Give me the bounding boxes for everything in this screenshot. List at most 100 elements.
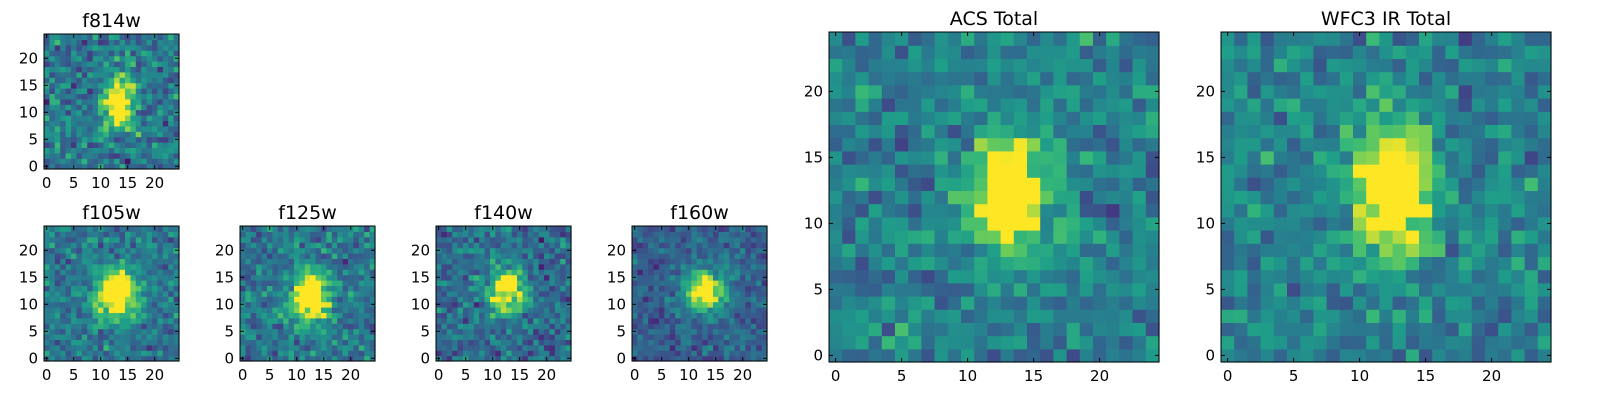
heatmap-cell	[162, 147, 169, 154]
heatmap-cell	[168, 44, 175, 51]
heatmap-cell	[527, 274, 534, 281]
heatmap-cell	[723, 339, 730, 346]
heatmap-cell	[664, 317, 671, 324]
x-tick-label: 15	[1416, 367, 1435, 385]
heatmap-cell	[76, 125, 83, 132]
heatmap-cell	[157, 334, 164, 340]
heatmap-cell	[299, 258, 306, 265]
heatmap-cell	[135, 77, 142, 84]
heatmap-cell	[452, 253, 459, 259]
heatmap-cell	[310, 328, 317, 335]
heatmap-cell	[125, 296, 131, 303]
heatmap-cell	[1093, 216, 1107, 231]
heatmap-cell	[1221, 137, 1235, 152]
heatmap-cell	[1471, 296, 1486, 310]
heatmap-cell	[256, 339, 263, 346]
heatmap-cell	[92, 152, 99, 159]
heatmap-cell	[1485, 111, 1499, 125]
heatmap-cell	[130, 115, 137, 121]
y-tick-label: 5	[28, 130, 38, 148]
heatmap-cell	[114, 61, 121, 67]
heatmap-cell	[1066, 243, 1081, 257]
heatmap-cell	[299, 274, 306, 281]
heatmap-cell	[761, 258, 768, 265]
heatmap-cell	[1445, 58, 1460, 73]
heatmap-cell	[152, 77, 158, 84]
heatmap-cell	[283, 296, 290, 303]
heatmap-cell	[527, 242, 534, 249]
heatmap-cell	[353, 296, 360, 303]
heatmap-cell	[484, 334, 491, 340]
heatmap-cell	[98, 290, 104, 297]
heatmap-cell	[1013, 71, 1028, 86]
heatmap-cell	[718, 242, 725, 249]
heatmap-cell	[1445, 111, 1460, 125]
heatmap-cell	[1366, 230, 1380, 244]
heatmap-cell	[750, 263, 757, 270]
heatmap-cell	[250, 344, 257, 351]
heatmap-cell	[947, 348, 962, 363]
heatmap-cell	[490, 285, 496, 292]
heatmap-cell	[1027, 137, 1041, 152]
heatmap-cell	[1405, 309, 1420, 323]
heatmap-cell	[1013, 111, 1028, 125]
heatmap-cell	[691, 307, 698, 313]
heatmap-cell	[141, 350, 148, 357]
heatmap-cell	[54, 269, 61, 276]
heatmap-cell	[54, 147, 61, 154]
heatmap-cell	[511, 317, 518, 324]
heatmap-cell	[152, 142, 158, 148]
heatmap-cell	[495, 280, 502, 286]
heatmap-cell	[908, 296, 922, 310]
heatmap-cell	[288, 236, 295, 243]
heatmap-cell	[119, 147, 126, 154]
heatmap-cell	[1366, 322, 1380, 337]
heatmap-cell	[353, 290, 360, 297]
heatmap-cell	[119, 328, 126, 335]
heatmap-cell	[1326, 203, 1341, 218]
heatmap-cell	[240, 231, 246, 238]
heatmap-cell	[152, 274, 158, 281]
heatmap-cell	[1040, 256, 1054, 271]
heatmap-cell	[1027, 177, 1041, 191]
panel-title: ACS Total	[950, 8, 1038, 30]
heatmap-cell	[723, 301, 730, 308]
heatmap-cell	[691, 285, 698, 292]
heatmap-cell	[1458, 45, 1473, 59]
heatmap-cell	[961, 98, 975, 112]
heatmap-cell	[707, 350, 714, 357]
heatmap-cell	[173, 312, 180, 319]
heatmap-cell	[331, 280, 338, 286]
heatmap-cell	[1366, 98, 1380, 112]
heatmap-cell	[1432, 137, 1446, 152]
heatmap-cell	[895, 137, 909, 152]
heatmap-cell	[565, 344, 572, 351]
heatmap-cell	[648, 339, 655, 346]
heatmap-cell	[146, 131, 153, 138]
heatmap-cell	[544, 274, 550, 281]
heatmap-cell	[463, 328, 469, 335]
heatmap-cell	[103, 280, 110, 286]
heatmap-cell	[65, 290, 72, 297]
heatmap-cell	[114, 350, 121, 357]
heatmap-cell	[108, 82, 115, 89]
heatmap-cell	[947, 282, 962, 297]
heatmap-cell	[157, 77, 164, 84]
heatmap-cell	[135, 301, 142, 308]
heatmap-cell	[294, 344, 300, 351]
heatmap-cell	[842, 256, 856, 271]
heatmap-cell	[114, 296, 121, 303]
heatmap-cell	[272, 317, 279, 324]
heatmap-cell	[653, 236, 660, 243]
heatmap-cell	[463, 307, 469, 313]
heatmap-cell	[829, 348, 843, 363]
heatmap-cell	[321, 242, 327, 249]
heatmap-cell	[326, 258, 333, 265]
heatmap-cell	[1353, 98, 1367, 112]
heatmap-cell	[54, 39, 61, 46]
heatmap-cell	[162, 71, 169, 78]
heatmap-cell	[533, 323, 540, 330]
heatmap-cell	[495, 328, 502, 335]
heatmap-cell	[664, 307, 671, 313]
heatmap-cell	[369, 312, 376, 319]
